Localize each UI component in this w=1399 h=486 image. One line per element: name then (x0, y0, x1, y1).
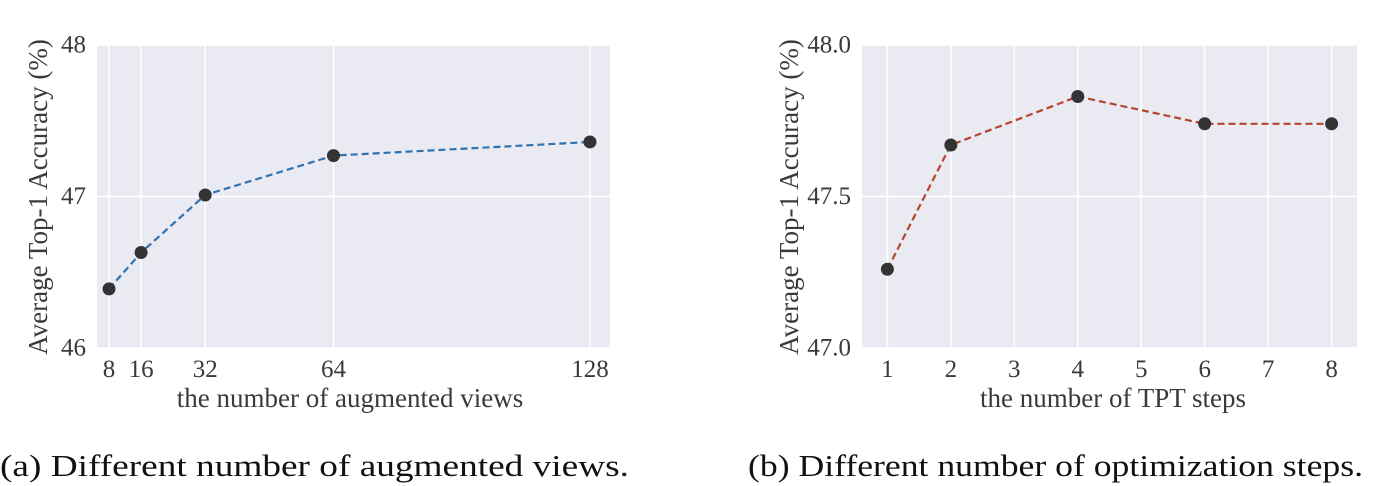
chart-b-x-tick-label: 1 (881, 356, 894, 383)
chart-b-x-tick-label: 2 (945, 356, 958, 383)
chart-a-x-tick-label: 16 (129, 356, 154, 383)
chart-a-y-tick-label: 46 (61, 335, 86, 362)
chart-b-caption: (b) Different number of optimization ste… (748, 448, 1363, 483)
chart-a-y-tick-labels: 46 47 48 (61, 32, 86, 362)
chart-b-x-tick-label: 7 (1262, 356, 1275, 383)
chart-a-y-axis-label: Average Top-1 Accuracy (%) (23, 39, 53, 355)
chart-b-x-tick-label: 8 (1325, 356, 1338, 383)
chart-b-data-point (1071, 90, 1085, 104)
chart-b: 1 2 3 4 5 6 7 8 47.0 47.5 48.0 the number of TPT … (748, 32, 1363, 484)
chart-b-y-tick-label: 47.0 (807, 335, 851, 362)
chart-a-x-tick-label: 64 (321, 356, 347, 383)
chart-b-y-axis-label: Average Top-1 Accuracy (%) (774, 39, 804, 355)
chart-b-x-axis-label: the number of TPT steps (980, 383, 1246, 413)
chart-b-x-tick-label: 4 (1072, 356, 1085, 383)
chart-b-x-tick-label: 5 (1135, 356, 1148, 383)
chart-b-x-tick-label: 6 (1198, 356, 1211, 383)
chart-b-x-tick-label: 3 (1008, 356, 1021, 383)
chart-a-x-tick-labels: 8 16 32 64 128 (103, 356, 609, 383)
chart-a-y-tick-label: 48 (61, 32, 86, 59)
chart-a-x-tick-label: 128 (571, 356, 609, 383)
chart-b-data-point (1198, 117, 1212, 131)
chart-a-data-point (198, 188, 212, 202)
chart-a-data-point (134, 246, 148, 260)
chart-b-data-point (1325, 117, 1339, 131)
chart-b-points (880, 90, 1339, 276)
chart-a-caption: (a) Different number of augmented views. (0, 448, 629, 483)
chart-a-data-point (326, 149, 340, 163)
chart-b-y-tick-label: 47.5 (807, 183, 851, 210)
chart-a-x-axis-label: the number of augmented views (177, 383, 523, 413)
chart-b-x-tick-labels: 1 2 3 4 5 6 7 8 (881, 356, 1338, 383)
chart-b-y-tick-labels: 47.0 47.5 48.0 (807, 32, 851, 362)
chart-a-data-point (102, 282, 116, 296)
chart-a-x-tick-label: 32 (193, 356, 218, 383)
chart-a-points (102, 135, 597, 296)
chart-a-data-point (583, 135, 597, 149)
chart-b-data-point (880, 262, 894, 276)
chart-a-x-tick-label: 8 (103, 356, 116, 383)
chart-a-y-tick-label: 47 (61, 183, 86, 210)
chart-b-data-point (944, 138, 958, 152)
chart-a: 8 16 32 64 128 46 47 48 the number of augmente… (0, 32, 629, 484)
chart-b-y-tick-label: 48.0 (807, 32, 851, 59)
